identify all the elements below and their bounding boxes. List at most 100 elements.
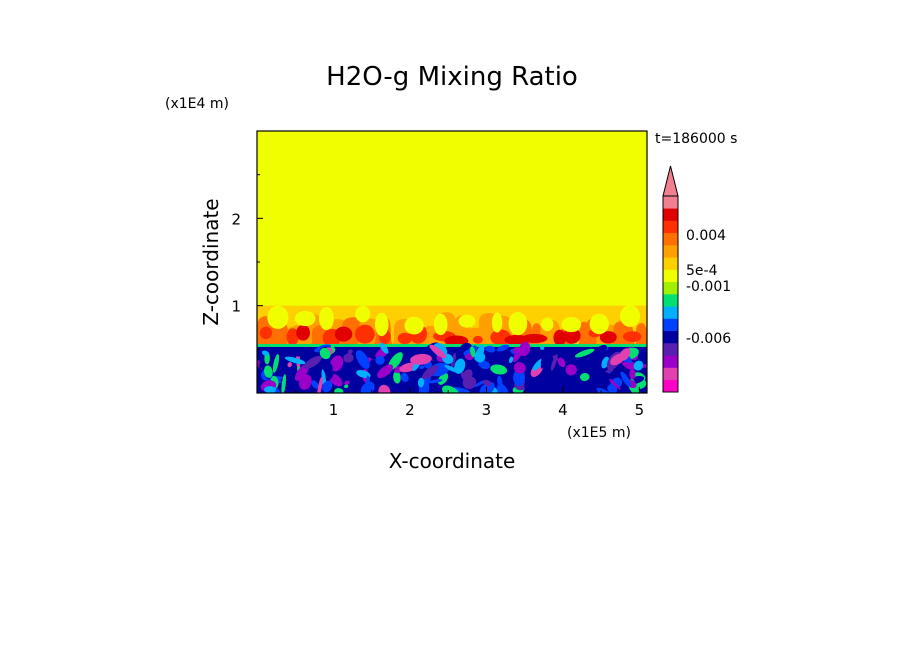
field-eddy	[550, 354, 558, 371]
field-eddy	[498, 387, 507, 393]
field-eddy	[490, 364, 508, 375]
field-eddy	[393, 370, 401, 384]
field-eddy	[355, 350, 370, 369]
field-dry-gap	[589, 313, 609, 335]
field-eddy	[422, 365, 439, 380]
field-eddy	[329, 355, 344, 372]
field-eddy	[622, 361, 635, 370]
field-plume-core	[599, 331, 617, 344]
field-eddy	[629, 368, 636, 380]
field-eddy	[540, 352, 546, 369]
field-eddy	[451, 387, 470, 393]
field-eddy	[419, 365, 425, 370]
x-tick-label: 4	[558, 401, 568, 419]
field-dry-gap	[355, 305, 371, 323]
colorbar-extend-arrow	[662, 165, 679, 197]
field-eddy	[518, 341, 531, 357]
field-eddy	[417, 377, 425, 388]
colorbar-swatch	[663, 220, 678, 234]
field-plume-core	[444, 335, 469, 347]
field-eddy	[429, 344, 447, 359]
y-axis-ticks: 12	[231, 174, 263, 350]
colorbar-swatch	[663, 208, 678, 221]
field-eddy	[610, 353, 626, 366]
colorbar: 0.004 5e-4-0.001 -0.006	[662, 165, 731, 393]
field-dry-gap	[491, 312, 503, 333]
colorbar-swatch	[663, 318, 678, 332]
field-eddy	[321, 360, 333, 373]
field-eddy	[479, 381, 495, 393]
field-eddy	[633, 360, 644, 371]
field-dry-gap	[433, 313, 448, 336]
colorbar-swatch	[663, 232, 678, 246]
field-eddy	[400, 372, 409, 383]
field-plume-core	[553, 329, 567, 347]
field-eddy	[497, 375, 503, 389]
field-eddy	[470, 346, 476, 358]
field-eddy	[557, 357, 566, 368]
field-eddy	[565, 364, 577, 376]
field-eddy	[513, 362, 526, 374]
field-dry-gap	[294, 310, 316, 327]
field-eddy	[594, 344, 608, 356]
field-eddy	[470, 359, 488, 374]
field-eddy	[377, 364, 394, 379]
field-eddy	[428, 379, 443, 384]
field-eddy	[378, 384, 391, 393]
colorbar-swatch	[663, 257, 678, 270]
field-dry-gap	[374, 312, 389, 337]
x-unit-label: (x1E5 m)	[567, 425, 631, 441]
field-eddy	[574, 348, 595, 358]
field-plume-core	[259, 326, 273, 340]
field-eddy	[410, 353, 432, 365]
field-eddy	[465, 350, 471, 354]
colorbar-swatch	[663, 196, 678, 209]
field-dry-gap	[404, 316, 424, 335]
field-eddy	[263, 365, 273, 378]
colorbar-label: 0.004	[686, 228, 726, 244]
field-eddy	[375, 355, 385, 365]
colorbar-swatch	[663, 367, 678, 381]
colorbar-swatch	[663, 379, 678, 393]
x-tick-label: 2	[405, 401, 415, 419]
field-eddy	[524, 381, 531, 391]
field-eddy	[347, 349, 353, 355]
field-dry-gap	[541, 317, 554, 332]
field-eddy	[579, 372, 590, 382]
x-tick-label: 1	[329, 401, 339, 419]
field-plume-core	[296, 324, 310, 341]
field-eddy	[334, 388, 344, 393]
field-eddy	[319, 347, 331, 360]
field-eddy	[366, 375, 371, 392]
field-dry-gap	[267, 305, 289, 330]
field-plume-core	[354, 324, 375, 344]
field-eddy	[343, 353, 354, 363]
colorbar-swatch	[663, 330, 678, 344]
x-axis-ticks: 1 2 3 4 5	[294, 387, 644, 419]
field-eddy	[356, 370, 371, 379]
field-interface	[257, 343, 647, 347]
time-label: t=186000 s	[655, 131, 737, 147]
field-eddy	[496, 344, 510, 352]
field-eddy	[485, 345, 496, 353]
field-eddy	[287, 362, 292, 368]
field-dry-gap	[458, 314, 476, 328]
y-unit-label: (x1E4 m)	[165, 96, 229, 112]
field-eddy	[317, 376, 323, 393]
colorbar-swatch	[663, 343, 678, 356]
field-eddy	[437, 372, 449, 385]
chart-title: H2O-g Mixing Ratio	[326, 62, 578, 92]
field-plume-core	[286, 328, 299, 346]
field-dry-gap	[561, 316, 582, 333]
y-tick-label: 2	[231, 210, 241, 228]
field-plume-core	[397, 332, 413, 345]
colorbar-label: -0.001	[686, 279, 731, 295]
field-eddy	[460, 372, 470, 383]
y-tick-label: 1	[231, 298, 241, 316]
field-plume-core	[563, 327, 581, 344]
field-eddy	[609, 378, 621, 390]
field-eddy	[444, 364, 460, 373]
field-eddy	[303, 355, 322, 369]
field-eddy	[344, 380, 350, 386]
x-axis-label: X-coordinate	[389, 449, 516, 473]
